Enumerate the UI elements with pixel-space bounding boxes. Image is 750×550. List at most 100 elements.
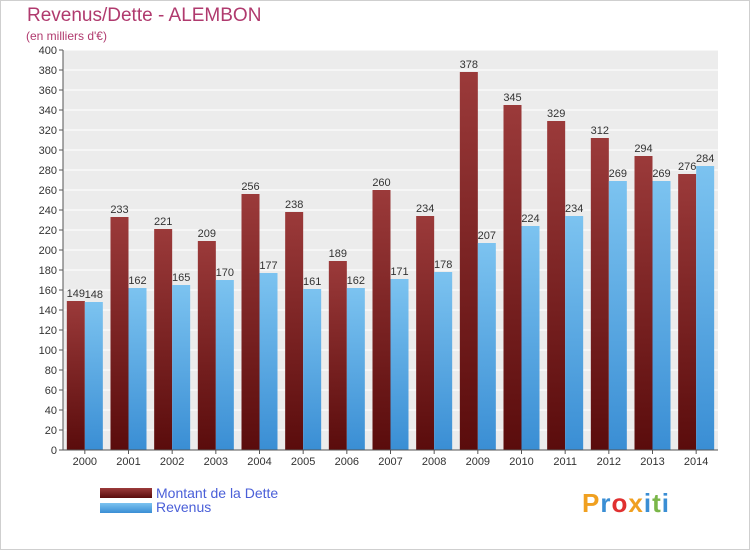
y-tick-label: 160 <box>39 285 57 297</box>
data-label-revenue: 269 <box>609 168 627 180</box>
y-tick-label: 200 <box>39 245 57 257</box>
y-tick-label: 20 <box>45 425 57 437</box>
data-label-revenue: 177 <box>259 260 277 272</box>
bar-revenue <box>434 272 453 450</box>
data-label-revenue: 148 <box>85 289 103 301</box>
x-tick-label: 2011 <box>553 456 577 468</box>
x-tick-label: 2000 <box>73 456 97 468</box>
bar-revenue <box>259 273 278 450</box>
x-tick-label: 2001 <box>116 456 140 468</box>
logo-letter: t <box>652 488 662 518</box>
chart-title: Revenus/Dette - ALEMBON <box>27 5 262 26</box>
y-tick-label: 240 <box>39 205 57 217</box>
data-label-debt: 238 <box>285 199 303 211</box>
logo-letter: o <box>611 488 629 518</box>
data-label-revenue: 165 <box>172 272 190 284</box>
data-label-revenue: 178 <box>434 259 452 271</box>
logo-letter: x <box>628 488 644 518</box>
bar-chart: 0 20 40 60 80 100 120 140 160 180 200 220 240 260 280 3… <box>39 45 718 468</box>
x-tick-label: 2002 <box>160 456 184 468</box>
y-tick-label: 400 <box>39 45 57 57</box>
bar-debt <box>372 190 391 450</box>
x-tick-label: 2009 <box>466 456 490 468</box>
data-label-debt: 345 <box>503 92 521 104</box>
data-label-revenue: 269 <box>652 168 670 180</box>
bar-revenue <box>128 288 147 450</box>
bar-revenue <box>172 285 191 450</box>
bar-debt <box>678 174 697 450</box>
data-labels: 149 148 233 162 221 165 209 170 256 177 238 161 189 1… <box>67 59 715 301</box>
y-tick-label: 0 <box>51 445 57 457</box>
logo-letter: P <box>582 488 601 518</box>
y-tick-label: 260 <box>39 185 57 197</box>
data-label-debt: 329 <box>547 108 565 120</box>
y-tick-label: 320 <box>39 125 57 137</box>
x-tick-label: 2010 <box>509 456 533 468</box>
y-tick-label: 300 <box>39 145 57 157</box>
legend-label-debt: Montant de la Dette <box>156 485 279 501</box>
logo-letter: i <box>643 488 653 518</box>
x-tick-label: 2006 <box>335 456 359 468</box>
y-tick-label: 40 <box>45 405 57 417</box>
bar-revenue <box>696 166 715 450</box>
bar-revenue <box>477 243 496 450</box>
bar-revenue <box>215 280 234 450</box>
data-label-debt: 209 <box>198 228 216 240</box>
x-tick-label: 2005 <box>291 456 315 468</box>
bar-debt <box>547 121 566 450</box>
data-label-revenue: 207 <box>478 230 496 242</box>
data-label-debt: 221 <box>154 216 172 228</box>
y-tick-label: 360 <box>39 85 57 97</box>
bars <box>66 72 715 450</box>
y-tick-label: 100 <box>39 345 57 357</box>
data-label-revenue: 224 <box>521 213 539 225</box>
bar-revenue <box>346 288 365 450</box>
logo-letter: r <box>600 488 612 518</box>
y-tick-label: 340 <box>39 105 57 117</box>
legend-label-revenue: Revenus <box>156 499 212 515</box>
x-tick-label: 2003 <box>204 456 228 468</box>
y-tick-label: 380 <box>39 65 57 77</box>
bar-debt <box>241 194 260 450</box>
bar-debt <box>459 72 478 450</box>
y-tick-label: 180 <box>39 265 57 277</box>
x-tick-label: 2004 <box>247 456 271 468</box>
data-label-revenue: 170 <box>216 267 234 279</box>
bar-debt <box>416 216 435 450</box>
bar-debt <box>634 156 653 450</box>
bar-debt <box>197 241 216 450</box>
data-label-debt: 294 <box>634 143 652 155</box>
data-label-revenue: 161 <box>303 276 321 288</box>
data-label-debt: 256 <box>241 181 259 193</box>
data-label-debt: 149 <box>67 288 85 300</box>
logo-letter: i <box>661 488 670 518</box>
legend-swatch-revenue <box>100 503 152 513</box>
proxiti-logo: Proxiti <box>582 488 670 519</box>
y-tick-label: 80 <box>45 365 57 377</box>
bar-revenue <box>565 216 584 450</box>
data-label-debt: 260 <box>372 177 390 189</box>
y-tick-label: 140 <box>39 305 57 317</box>
x-tick-label: 2007 <box>378 456 402 468</box>
bar-debt <box>285 212 304 450</box>
data-label-debt: 312 <box>591 125 609 137</box>
bar-revenue <box>652 181 671 450</box>
data-label-debt: 233 <box>110 204 128 216</box>
y-tick-label: 120 <box>39 325 57 337</box>
data-label-debt: 378 <box>460 59 478 71</box>
y-tick-label: 220 <box>39 225 57 237</box>
y-tick-label: 60 <box>45 385 57 397</box>
x-tick-label: 2013 <box>640 456 664 468</box>
data-label-revenue: 162 <box>347 275 365 287</box>
bar-revenue <box>84 302 103 450</box>
data-label-debt: 276 <box>678 161 696 173</box>
bar-revenue <box>608 181 627 450</box>
bar-debt <box>66 301 85 450</box>
axes: 0 20 40 60 80 100 120 140 160 180 200 220 240 260 280 3… <box>39 45 718 468</box>
bar-revenue <box>390 279 409 450</box>
data-label-debt: 234 <box>416 203 434 215</box>
data-label-revenue: 284 <box>696 153 714 165</box>
x-tick-label: 2014 <box>684 456 708 468</box>
data-label-revenue: 234 <box>565 203 583 215</box>
x-tick-label: 2008 <box>422 456 446 468</box>
